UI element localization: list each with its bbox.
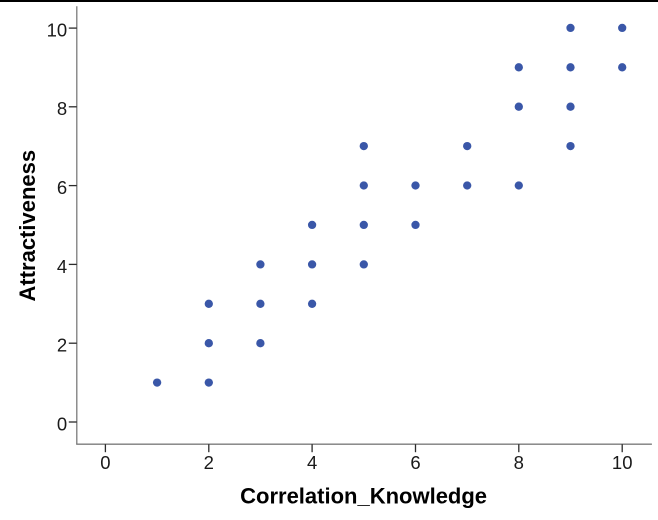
svg-text:4: 4 (57, 256, 67, 277)
svg-text:10: 10 (47, 20, 68, 41)
svg-text:Correlation_Knowledge: Correlation_Knowledge (240, 484, 487, 509)
svg-text:4: 4 (307, 452, 317, 473)
svg-text:6: 6 (57, 177, 67, 198)
svg-text:2: 2 (57, 335, 67, 356)
svg-text:0: 0 (100, 452, 110, 473)
svg-text:8: 8 (514, 452, 524, 473)
svg-text:Attractiveness: Attractiveness (15, 150, 40, 302)
svg-text:10: 10 (612, 452, 633, 473)
svg-text:0: 0 (57, 413, 67, 434)
svg-text:2: 2 (204, 452, 214, 473)
svg-text:6: 6 (410, 452, 420, 473)
svg-text:8: 8 (57, 98, 67, 119)
